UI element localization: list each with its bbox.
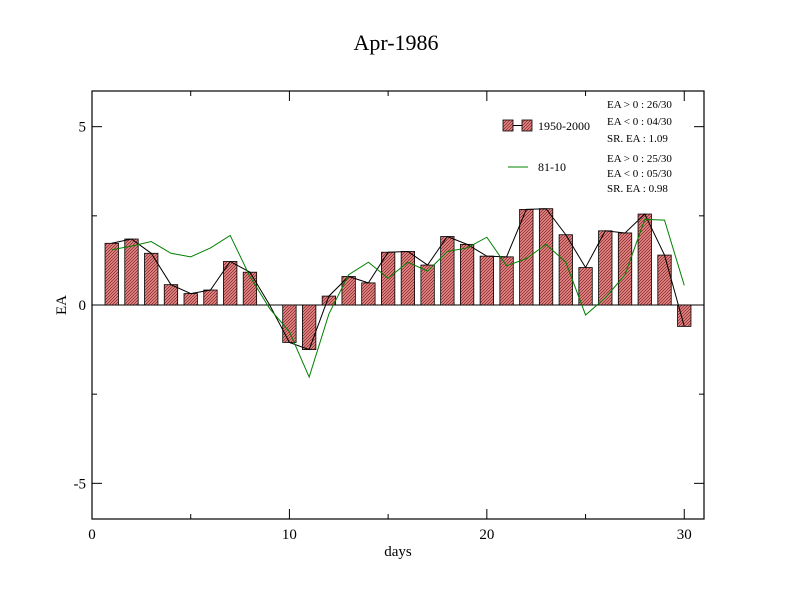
series-line-1950-2000 <box>111 208 685 351</box>
legend-label-81-10: 81-10 <box>538 160 566 174</box>
bar <box>400 251 415 306</box>
x-axis-label: days <box>384 544 412 560</box>
bar <box>361 282 376 306</box>
bar <box>459 243 475 306</box>
legend-stat: SR. EA : 1.09 <box>607 133 668 145</box>
bar <box>479 255 494 306</box>
bar <box>598 230 613 306</box>
x-tick-label: 0 <box>88 527 96 543</box>
legend-entry-1950-2000: 1950-2000 EA > 0 : 26/30 EA < 0 : 04/30 … <box>502 99 672 145</box>
legend-stat: SR. EA : 0.98 <box>607 183 668 195</box>
legend-stat: EA > 0 : 26/30 <box>607 99 672 111</box>
y-axis-label: EA <box>54 295 70 315</box>
bar <box>104 242 119 306</box>
legend-stat: EA < 0 : 04/30 <box>607 116 672 128</box>
bar <box>163 284 179 306</box>
bar <box>440 236 455 306</box>
y-tick-label: 0 <box>79 298 87 314</box>
bar <box>558 234 573 306</box>
legend-stat: EA < 0 : 05/30 <box>607 168 672 180</box>
series-line-81-10 <box>111 218 685 379</box>
bar <box>282 304 297 343</box>
bar <box>538 208 554 306</box>
plot-area <box>92 208 704 379</box>
bar <box>519 209 534 306</box>
bar <box>637 213 652 306</box>
legend-stat: EA > 0 : 25/30 <box>607 153 672 165</box>
chart-title: Apr-1986 <box>353 30 438 55</box>
legend-label-1950-2000: 1950-2000 <box>538 119 590 133</box>
axis-ticks: 0 10 20 30 -5 0 5 <box>74 91 704 543</box>
legend-bar-swatch-left <box>502 119 514 132</box>
bar <box>578 267 593 306</box>
y-tick-label: -5 <box>74 476 87 492</box>
legend-entry-81-10: 81-10 EA > 0 : 25/30 EA < 0 : 05/30 SR. … <box>508 153 672 195</box>
y-tick-label: 5 <box>79 120 87 136</box>
bar <box>657 254 672 306</box>
bar <box>124 238 139 306</box>
x-tick-label: 20 <box>479 527 494 543</box>
bar <box>617 232 633 306</box>
x-tick-label: 30 <box>677 527 692 543</box>
bar <box>203 289 218 306</box>
bar <box>302 304 317 350</box>
legend: 1950-2000 EA > 0 : 26/30 EA < 0 : 04/30 … <box>502 99 672 195</box>
bar <box>183 293 198 306</box>
x-tick-label: 10 <box>282 527 297 543</box>
legend-bar-swatch-right <box>521 119 533 132</box>
